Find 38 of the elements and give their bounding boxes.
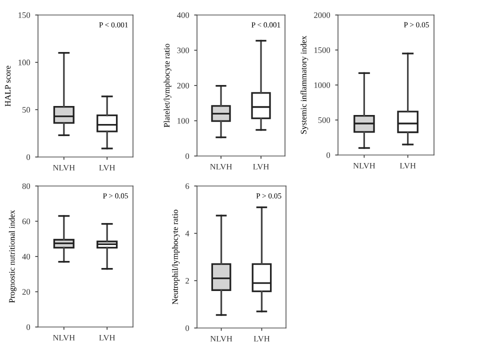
x-tick-label: LVH — [253, 164, 269, 170]
x-tick-label: NLVH — [210, 336, 232, 342]
y-tick-label: 0 — [26, 154, 30, 160]
x-tick-label: LVH — [99, 334, 116, 341]
y-tick-label: 2 — [186, 278, 189, 284]
y-axis-title: Systemic inflammatory index — [300, 36, 308, 134]
y-tick-label: 60 — [22, 218, 30, 224]
x-tick-label: LVH — [400, 162, 416, 169]
y-tick-label: 40 — [22, 254, 30, 260]
y-axis-title: Prognostic nutritional index — [8, 210, 16, 303]
y-tick-label: 50 — [22, 107, 30, 113]
x-tick-label: NLVH — [52, 334, 75, 341]
y-tick-label: 150 — [18, 12, 30, 18]
y-tick-label: 100 — [18, 60, 30, 66]
y-tick-label: 1500 — [314, 47, 330, 53]
y-tick-label: 500 — [318, 117, 330, 123]
x-tick-label: LVH — [254, 336, 270, 342]
y-tick-label: 2000 — [314, 12, 330, 18]
y-tick-label: 0 — [326, 152, 330, 158]
x-tick-label: NLVH — [210, 164, 232, 170]
x-tick-label: NLVH — [52, 164, 75, 171]
y-tick-label: 300 — [177, 48, 190, 54]
y-tick-label: 400 — [177, 12, 190, 18]
x-tick-label: NLVH — [353, 162, 376, 169]
y-tick-label: 200 — [177, 82, 190, 88]
y-tick-label: 100 — [178, 118, 190, 124]
y-tick-label: 0 — [186, 153, 190, 159]
y-tick-label: 4 — [185, 230, 190, 236]
y-axis-title: HALP score — [5, 66, 11, 106]
y-tick-label: 0 — [186, 325, 190, 331]
y-tick-label: 1000 — [314, 82, 330, 88]
y-tick-label: 20 — [22, 289, 30, 295]
y-axis-title: Neutrophil/lymphocyte ratio — [172, 210, 180, 304]
y-tick-label: 0 — [26, 324, 30, 330]
y-tick-label: 6 — [186, 183, 190, 189]
y-axis-title: Platelet/lymphocyte ratio — [164, 44, 172, 128]
y-tick-label: 80 — [22, 183, 30, 189]
x-tick-label: LVH — [99, 164, 116, 171]
